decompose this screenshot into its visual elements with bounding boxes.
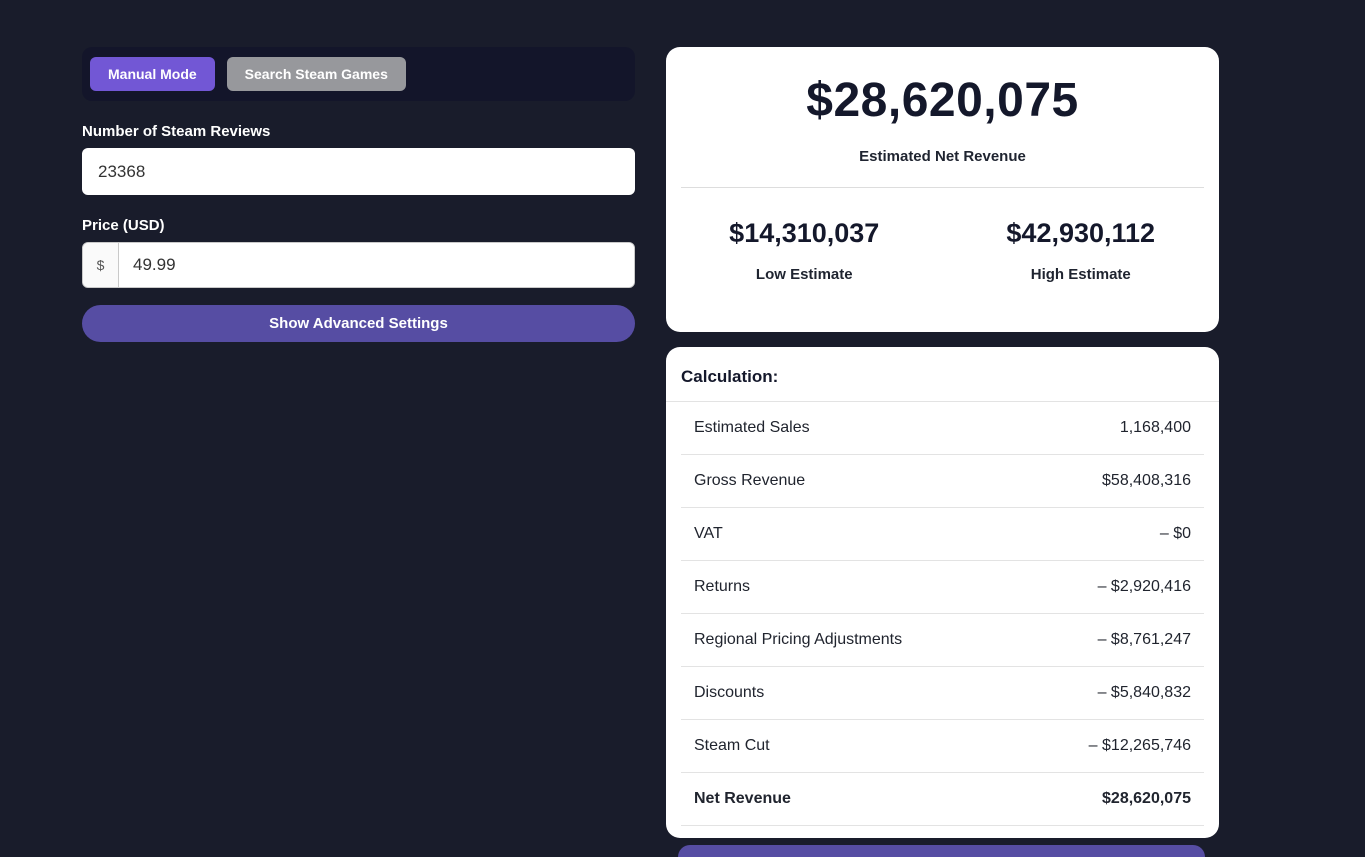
- high-estimate-label: High Estimate: [1030, 266, 1131, 283]
- show-advanced-settings-button[interactable]: Show Advanced Settings: [82, 305, 635, 342]
- low-estimate: $14,310,037 Low Estimate: [666, 218, 943, 283]
- calc-row: Gross Revenue $58,408,316: [681, 455, 1204, 508]
- calc-row-value: 1,168,400: [1119, 419, 1191, 436]
- calc-row-value: $28,620,075: [1102, 790, 1191, 807]
- results-panel: $28,620,075 Estimated Net Revenue $14,31…: [666, 47, 1219, 838]
- summary-divider: [681, 187, 1204, 188]
- calculation-card: Calculation: Estimated Sales 1,168,400 G…: [666, 347, 1219, 838]
- calculation-title: Calculation:: [666, 347, 1219, 402]
- manual-mode-button[interactable]: Manual Mode: [90, 57, 215, 91]
- calc-row-value: – $5,840,832: [1097, 684, 1191, 701]
- calc-row-label: VAT: [694, 525, 723, 542]
- net-revenue-label: Estimated Net Revenue: [859, 148, 1026, 165]
- calc-row-value: – $8,761,247: [1097, 631, 1191, 648]
- search-steam-games-button[interactable]: Search Steam Games: [226, 57, 406, 91]
- calc-row: Net Revenue $28,620,075: [681, 773, 1204, 826]
- net-revenue-value: $28,620,075: [806, 74, 1079, 127]
- calc-row-label: Net Revenue: [694, 790, 791, 807]
- calc-row-label: Steam Cut: [694, 737, 770, 754]
- calc-row: Discounts – $5,840,832: [681, 667, 1204, 720]
- input-panel: Manual Mode Search Steam Games Number of…: [82, 47, 635, 342]
- calc-row-label: Regional Pricing Adjustments: [694, 631, 903, 648]
- mode-toggle: Manual Mode Search Steam Games: [82, 47, 635, 101]
- price-label: Price (USD): [82, 217, 165, 234]
- calc-row: Steam Cut – $12,265,746: [681, 720, 1204, 773]
- high-estimate: $42,930,112 High Estimate: [943, 218, 1220, 283]
- reviews-label: Number of Steam Reviews: [82, 123, 271, 140]
- calc-row: Estimated Sales 1,168,400: [681, 402, 1204, 455]
- currency-prefix: $: [83, 243, 119, 287]
- estimate-range: $14,310,037 Low Estimate $42,930,112 Hig…: [666, 218, 1219, 283]
- low-estimate-label: Low Estimate: [755, 266, 853, 283]
- price-input[interactable]: [119, 243, 634, 287]
- revenue-summary-card: $28,620,075 Estimated Net Revenue $14,31…: [666, 47, 1219, 332]
- calc-row-value: – $2,920,416: [1097, 578, 1191, 595]
- calc-row-label: Gross Revenue: [694, 472, 806, 489]
- calc-row-label: Estimated Sales: [694, 419, 810, 436]
- high-estimate-value: $42,930,112: [1006, 218, 1156, 248]
- price-input-group: $: [82, 242, 635, 288]
- calculation-rows: Estimated Sales 1,168,400 Gross Revenue …: [666, 402, 1219, 826]
- low-estimate-value: $14,310,037: [729, 218, 880, 248]
- calc-row-value: – $0: [1159, 525, 1191, 542]
- calc-row-label: Returns: [694, 578, 751, 595]
- calc-row-value: $58,408,316: [1102, 472, 1191, 489]
- calc-row: Regional Pricing Adjustments – $8,761,24…: [681, 614, 1204, 667]
- calc-row-value: – $12,265,746: [1088, 737, 1191, 754]
- calc-row: VAT – $0: [681, 508, 1204, 561]
- calc-row: Returns – $2,920,416: [681, 561, 1204, 614]
- reviews-input[interactable]: [82, 148, 635, 195]
- calc-row-label: Discounts: [694, 684, 765, 701]
- partial-bottom-button[interactable]: [678, 845, 1205, 857]
